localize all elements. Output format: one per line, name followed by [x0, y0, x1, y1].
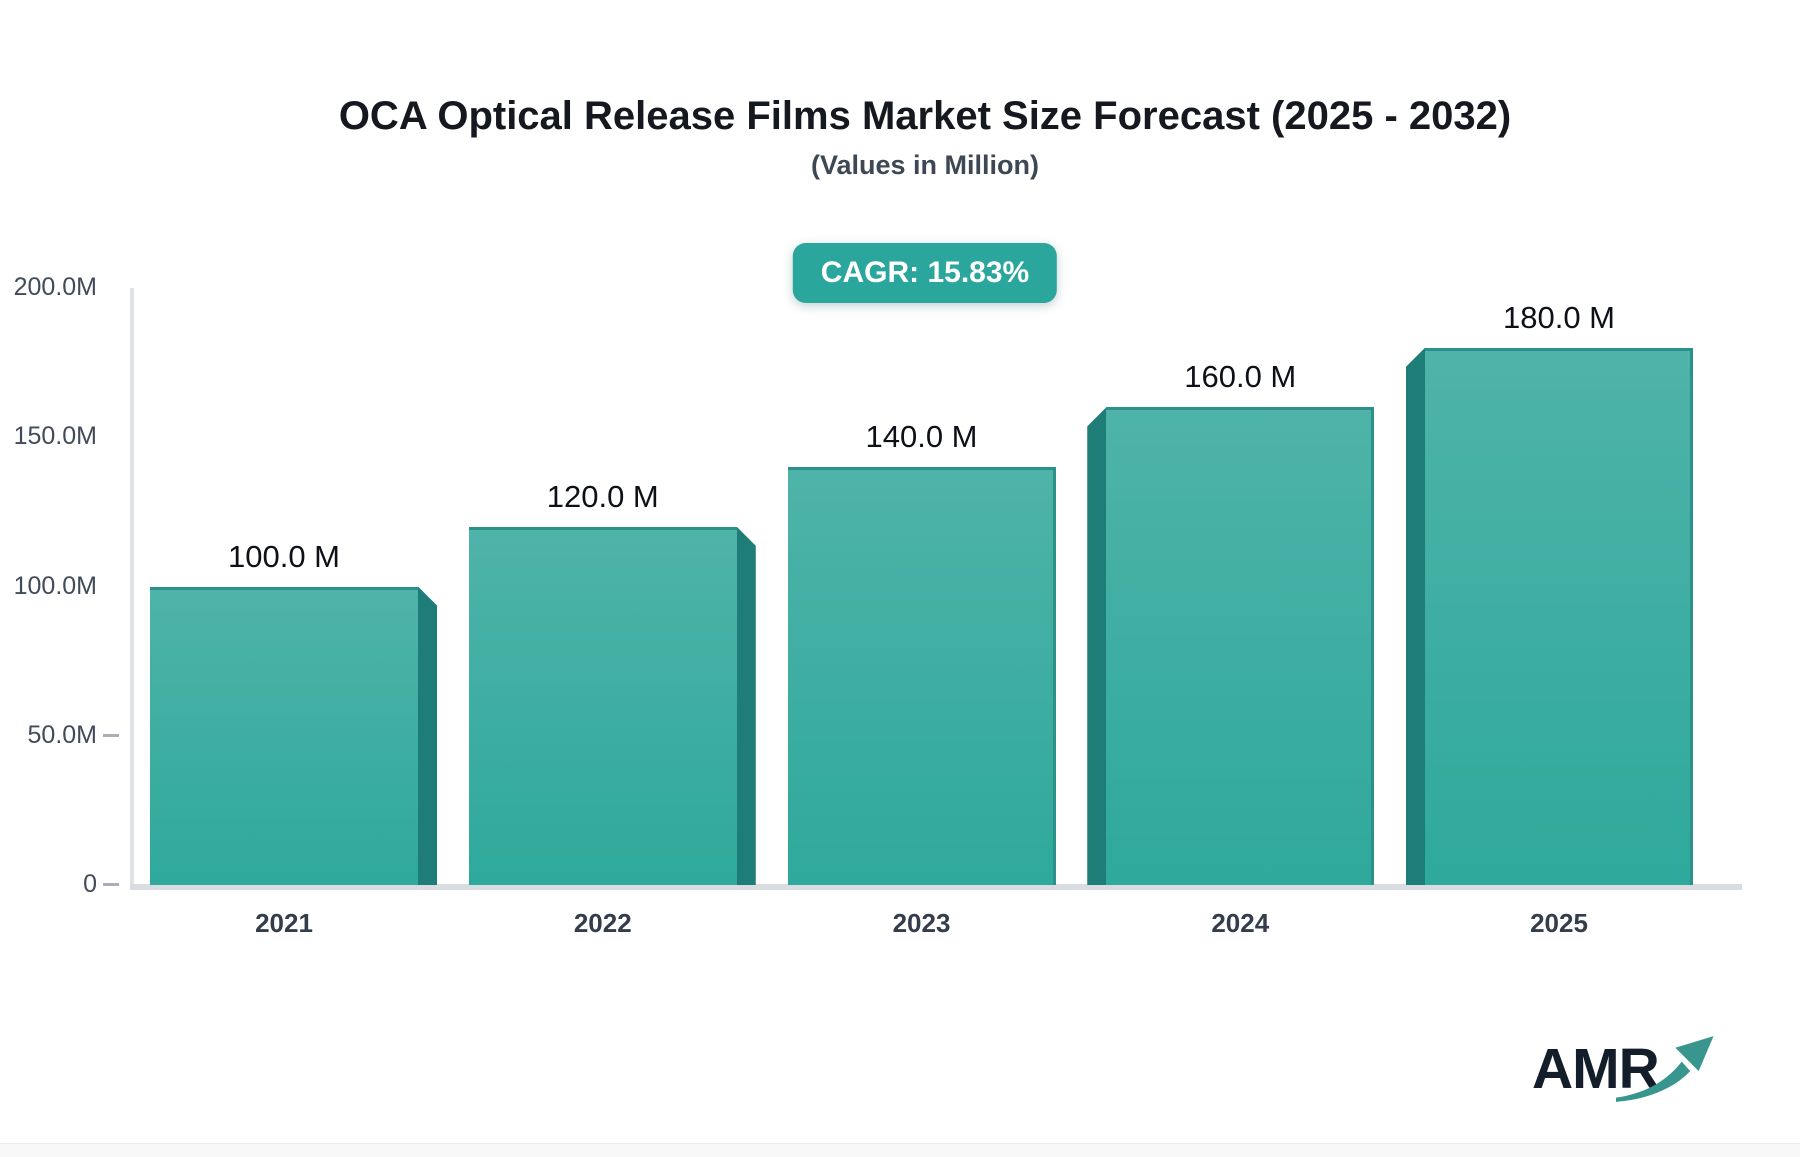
y-tick-label: 0 [83, 870, 97, 898]
bar-2024-side-face [1087, 407, 1107, 885]
bar-2022-side-face [736, 526, 756, 885]
x-tick-label-2023: 2023 [892, 908, 951, 938]
y-tick-label: 100.0M [13, 571, 97, 600]
y-axis-line [130, 288, 134, 889]
x-tick-label-2022: 2022 [573, 908, 632, 938]
y-tick-mark [103, 733, 119, 737]
y-tick-label: 50.0M [27, 720, 97, 749]
x-axis-baseline [130, 884, 1742, 890]
bar-value-label: 100.0 M [227, 538, 340, 574]
x-tick-label-2024: 2024 [1211, 908, 1270, 938]
y-tick-label: 200.0M [13, 273, 97, 301]
bar-value-label: 120.0 M [546, 478, 659, 514]
bar-value-label: 140.0 M [865, 419, 978, 455]
x-tick-label-2025: 2025 [1530, 908, 1588, 938]
amr-logo-text: AMR [1532, 1037, 1660, 1101]
bar-value-label: 180.0 M [1502, 299, 1615, 335]
bar-2021-side-face [418, 586, 437, 885]
page-bottom-strip [0, 1143, 1800, 1157]
chart-subtitle: (Values in Million) [810, 150, 1040, 180]
bar-2023 [787, 467, 1056, 885]
cagr-badge: CAGR: 15.83% [792, 243, 1058, 303]
y-tick-label: 150.0M [13, 422, 97, 451]
y-tick-mark [103, 883, 119, 886]
bar-2021 [150, 586, 418, 885]
cagr-badge-label: CAGR: 15.83% [820, 256, 1030, 289]
chart-title: OCA Optical Release Films Market Size Fo… [338, 94, 1512, 138]
bar-2025 [1425, 347, 1693, 885]
amr-logo: AMR [1532, 1036, 1722, 1108]
growth-arrow-icon [1616, 1036, 1714, 1102]
x-tick-label-2021: 2021 [255, 908, 313, 938]
bar-2022 [468, 526, 737, 885]
bar-2024 [1106, 407, 1375, 885]
bar-value-label: 160.0 M [1184, 359, 1297, 395]
bar-2025-side-face [1406, 347, 1425, 885]
